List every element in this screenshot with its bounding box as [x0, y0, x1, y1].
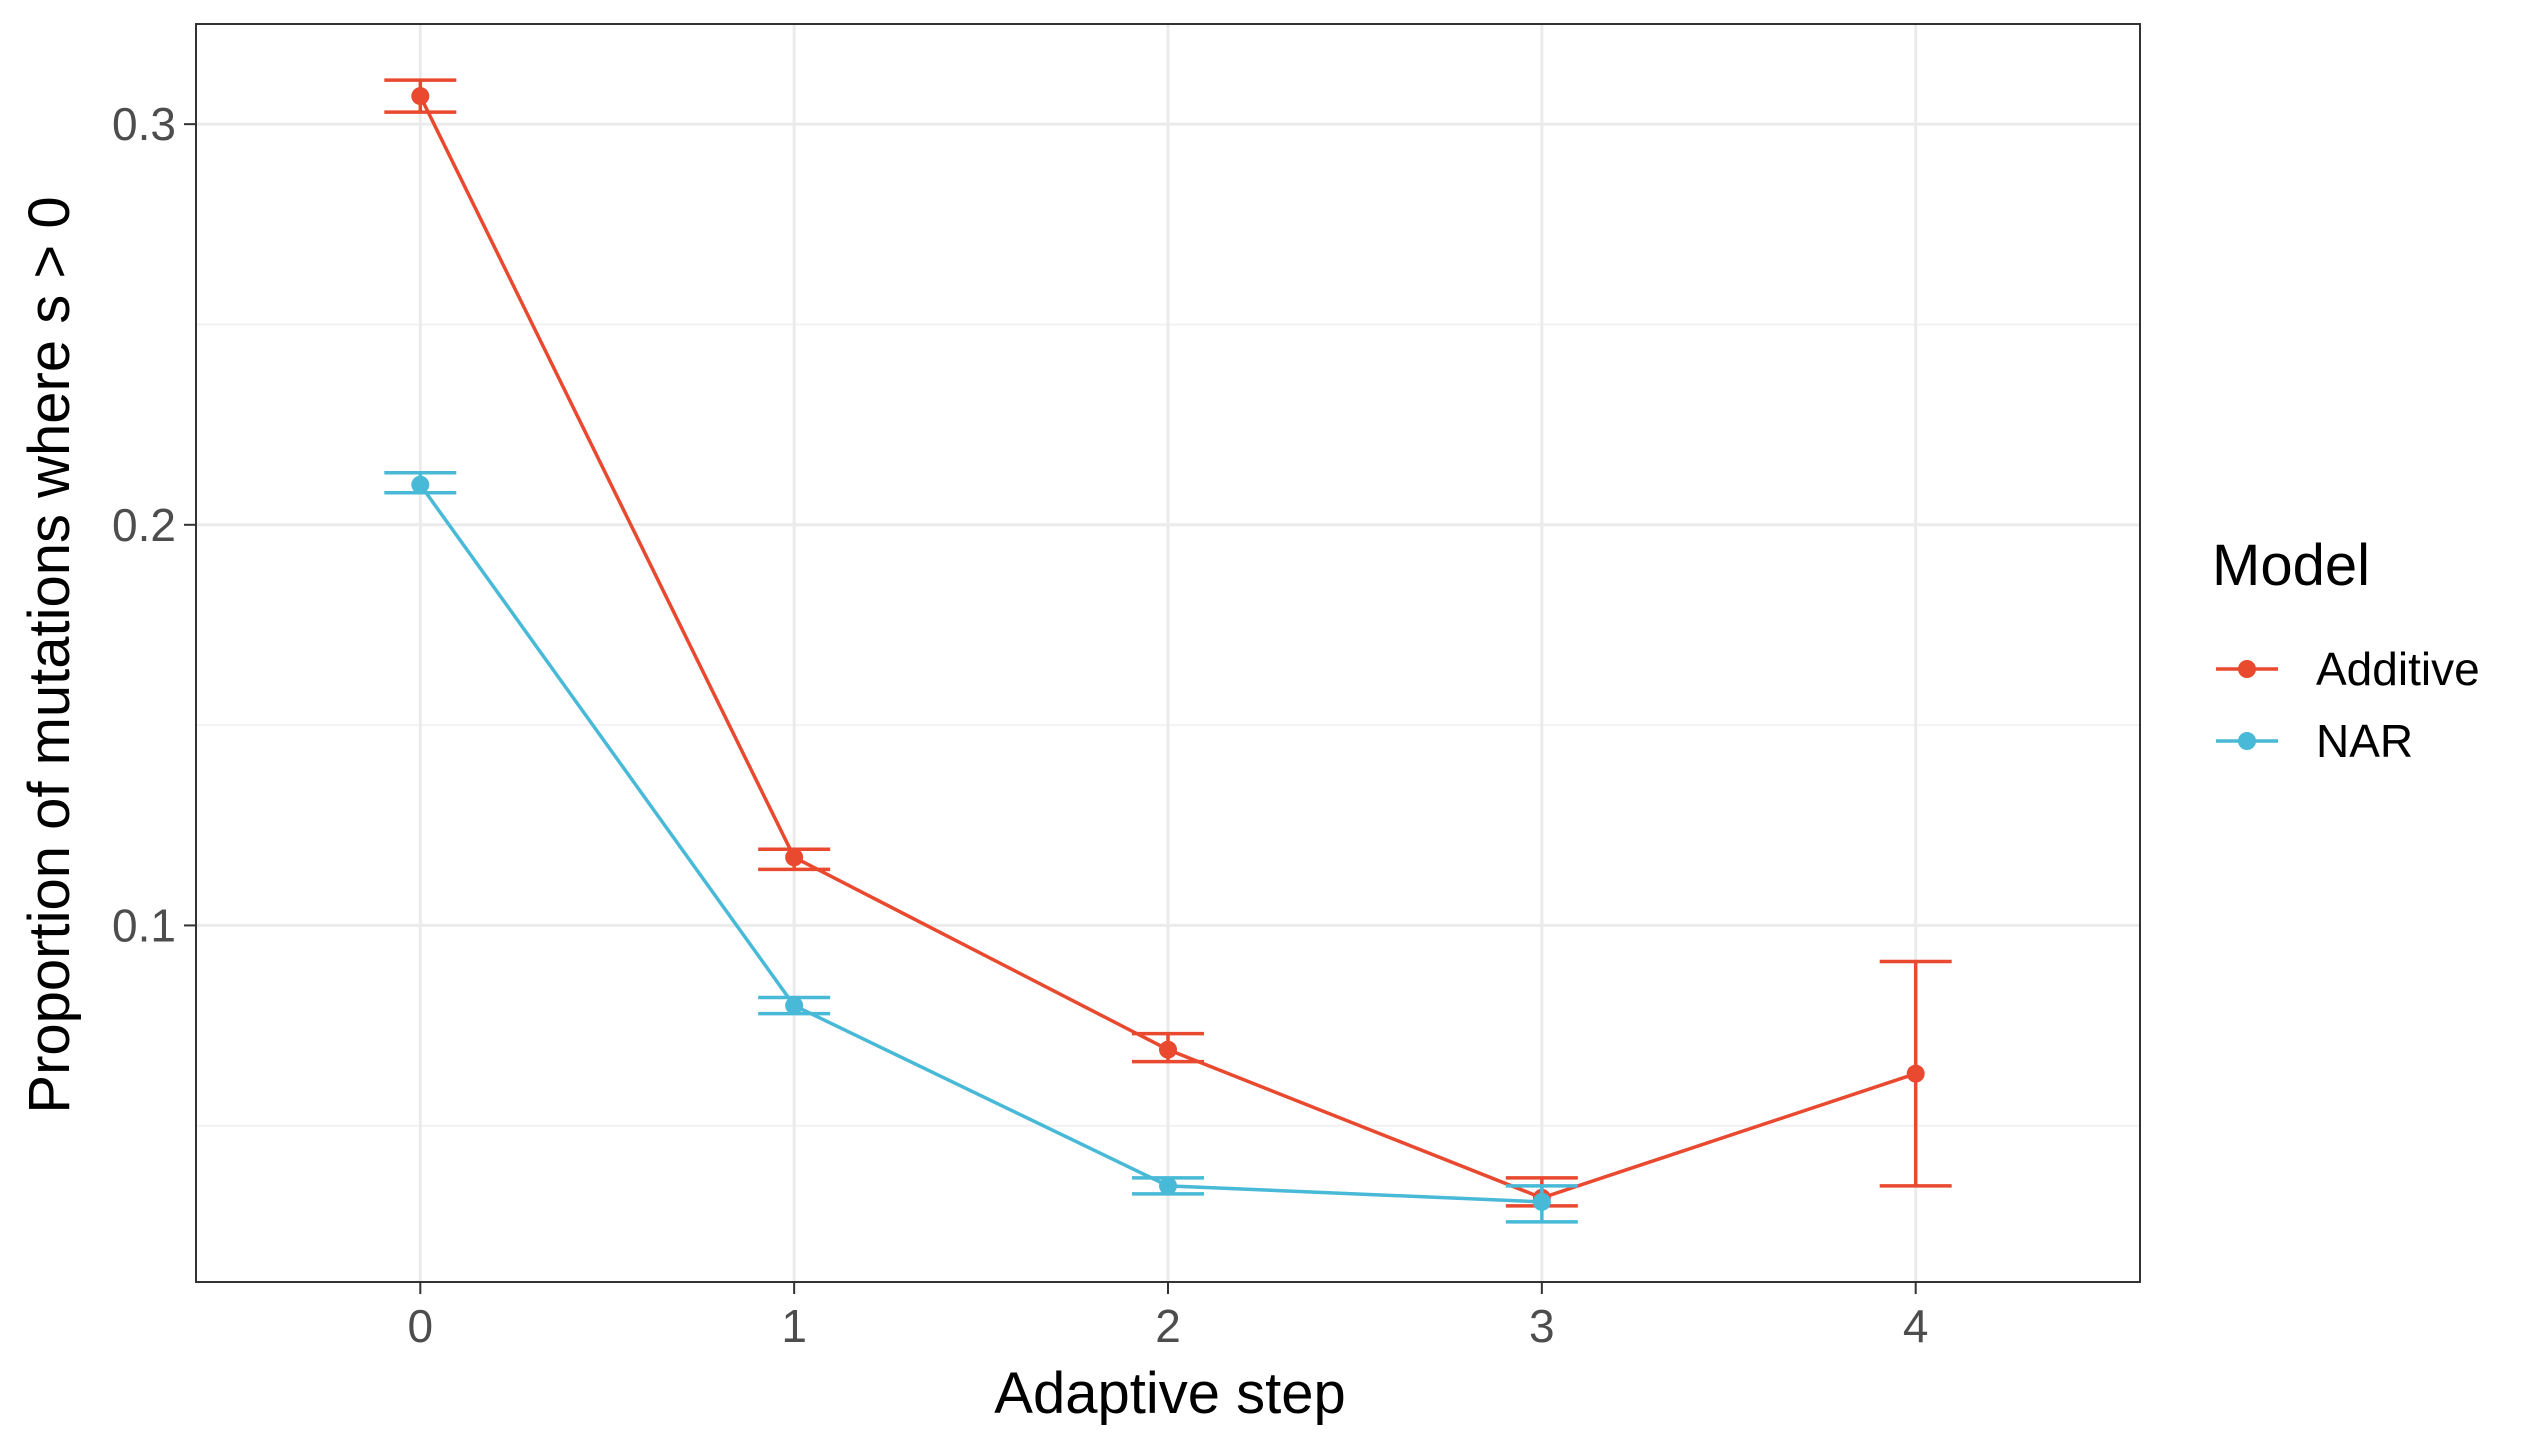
- legend-key-point: [2238, 660, 2256, 678]
- y-tick-label: 0.2: [112, 499, 176, 551]
- data-point-additive: [411, 87, 430, 106]
- series-additive: [384, 78, 1952, 1208]
- series-nar: [384, 470, 1578, 1224]
- x-tick-label: 1: [781, 1300, 807, 1352]
- data-point-nar: [411, 475, 430, 494]
- x-tick-label: 4: [1903, 1300, 1929, 1352]
- legend-label: NAR: [2316, 715, 2413, 767]
- data-point-additive: [785, 848, 804, 867]
- data-point-nar: [1159, 1176, 1177, 1195]
- series-layer: [384, 78, 1952, 1224]
- legend-item-additive: Additive: [2216, 643, 2480, 695]
- x-tick-label: 3: [1529, 1300, 1555, 1352]
- axes: 0 1 2 3 4 0.1 0.2 0.3: [112, 98, 1928, 1352]
- data-point-additive: [1159, 1040, 1177, 1059]
- legend-item-nar: NAR: [2216, 715, 2413, 767]
- series-line-nar: [418, 483, 1542, 1204]
- data-point-nar: [1532, 1192, 1551, 1211]
- grid-lines: [196, 24, 2140, 1282]
- legend-label: Additive: [2316, 643, 2480, 695]
- legend-key-point: [2238, 732, 2256, 750]
- y-tick-label: 0.1: [112, 899, 176, 951]
- legend: Model Additive NAR: [2212, 533, 2480, 767]
- legend-title: Model: [2212, 533, 2370, 598]
- y-tick-label: 0.3: [112, 98, 176, 150]
- x-tick-label: 2: [1155, 1300, 1181, 1352]
- x-axis-title: Adaptive step: [994, 1361, 1345, 1426]
- y-axis-title: Proportion of mutations where s > 0: [17, 196, 82, 1113]
- data-point-nar: [785, 996, 804, 1015]
- x-tick-label: 0: [408, 1300, 434, 1352]
- data-point-additive: [1906, 1064, 1925, 1083]
